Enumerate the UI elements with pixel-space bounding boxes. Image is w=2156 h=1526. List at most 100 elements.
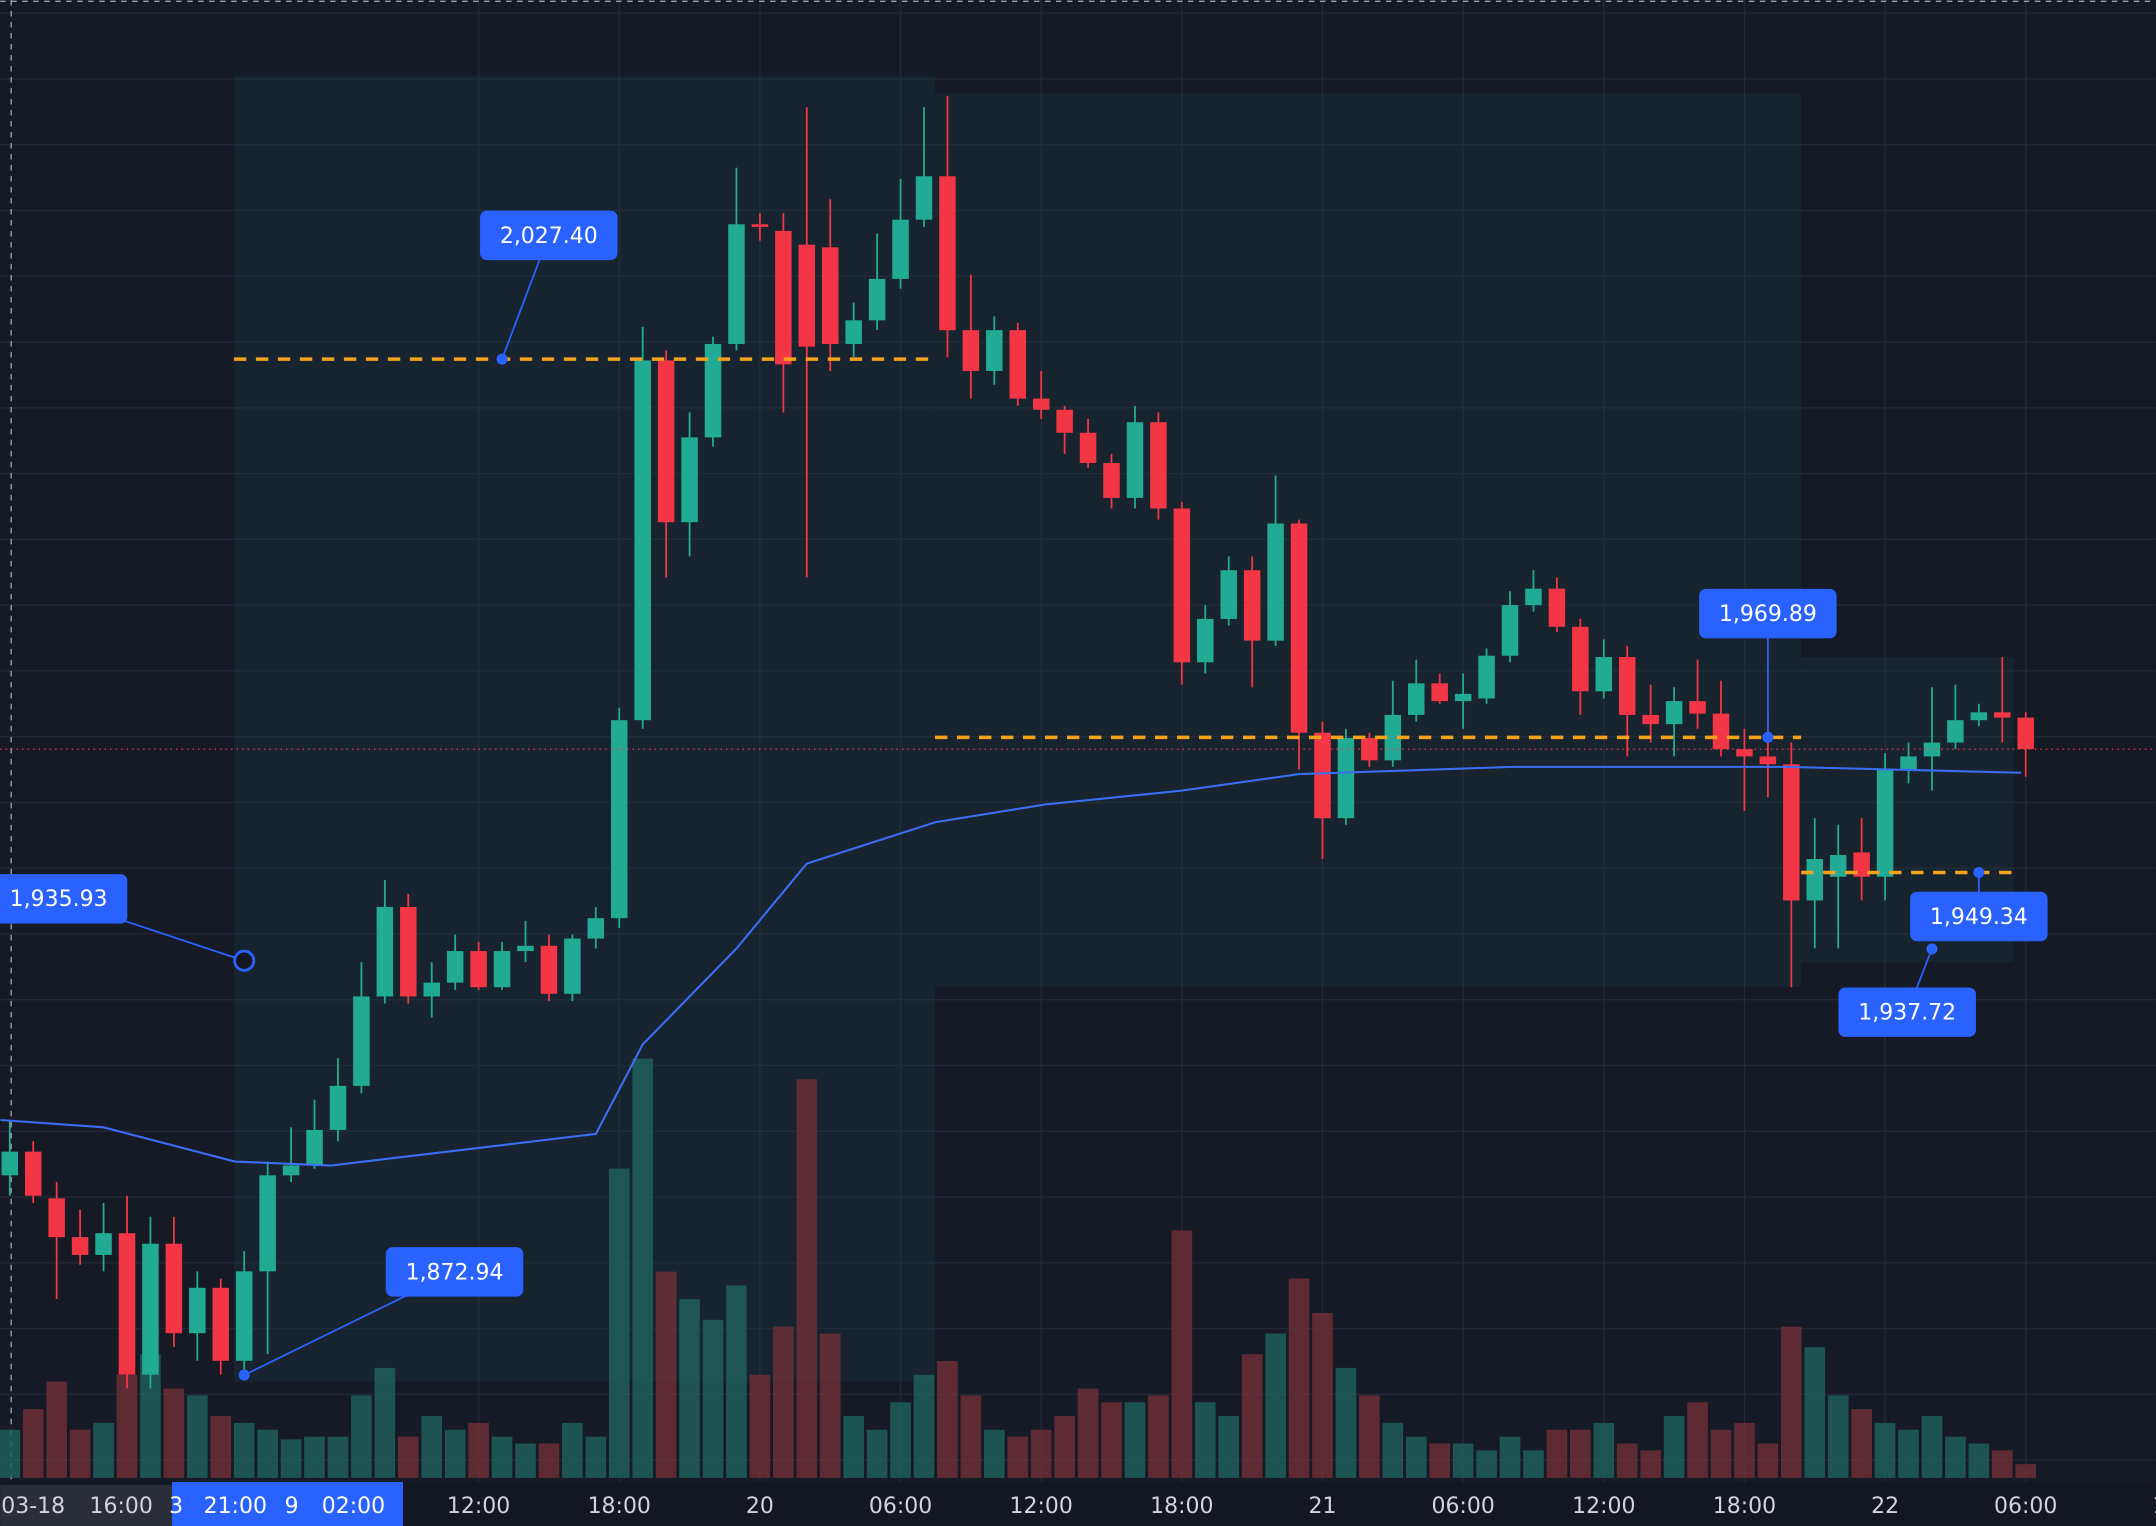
x-tick-label: 12:00 [447,1494,510,1519]
annotation-label: 1,872.94 [406,1260,504,1285]
volume-bar [1288,1278,1310,1478]
volume-bar [1570,1429,1591,1478]
annotation-box [1910,891,2048,942]
volume-bar [46,1381,67,1478]
candle-body [657,360,675,523]
volume-bar [1101,1402,1122,1478]
volume-bar [1804,1347,1826,1478]
candle-body [587,918,605,939]
volume-bar [726,1285,747,1478]
candle-body [1197,618,1214,663]
candle-body [1173,508,1191,663]
volume-bar [1429,1443,1451,1478]
candle-body [1853,852,1870,877]
annotation-label: 1,969.89 [1719,602,1817,627]
annotation-box [0,874,128,924]
volume-bar [1382,1422,1404,1478]
x-tick-label: 12:00 [1572,1494,1635,1519]
volume-bar [1945,1436,1966,1478]
range-start-box [0,1484,173,1526]
candle-body [24,1151,42,1196]
volume-bar [1335,1367,1357,1478]
candle-body [470,951,487,988]
candle-body [517,945,534,952]
volume-bar [819,1333,841,1478]
candle-body [1384,714,1402,761]
volume-bar [491,1436,513,1478]
range-label: 02:00 [322,1494,385,1519]
candle-body [165,1243,183,1334]
volume-bar [397,1436,419,1478]
x-tick-label: 18:00 [588,1494,651,1519]
candle-body [1314,732,1331,819]
x-tick-label: 18:00 [1150,1494,1213,1519]
candle-body [1501,605,1519,656]
volume-bar [1616,1443,1638,1478]
volume-bar [22,1409,44,1478]
volume-bar [679,1299,700,1478]
volume-bar [1710,1429,1732,1478]
annotation-box [1838,987,1976,1037]
volume-bar [1523,1450,1544,1478]
volume-bar [1359,1395,1380,1478]
time-axis-labels: 12:00 18:00 20 06:00 12:00 18:00 21 06:00 12:00 1… [447,1494,2156,1519]
candle-body [1056,409,1073,433]
volume-bar [960,1395,982,1478]
candle-body [1408,683,1425,715]
volume-bar [1827,1395,1849,1478]
volume-bar [585,1436,607,1478]
range-box [172,1482,403,1526]
candle-body [962,330,980,371]
candle-body [611,720,628,919]
candle-body [282,1165,300,1176]
volume-bar [1148,1395,1169,1478]
volume-bar [93,1422,114,1478]
annotation-box [480,210,618,261]
volume-bar [280,1439,302,1478]
candle-body [1618,657,1636,715]
candle-body [704,343,722,438]
candle-body [681,437,698,523]
candle-body [634,360,651,721]
candle-body [751,224,769,227]
volume-bar [327,1436,349,1478]
volume-bar [1124,1402,1146,1478]
annotation-point [1926,943,1938,955]
candle-body [423,982,440,997]
volume-bar [1218,1416,1240,1478]
candle-body [1290,523,1308,733]
volume-bar [1476,1450,1497,1478]
candle-body [1009,330,1027,399]
volume-bar [468,1422,489,1478]
annotation-point [238,1369,250,1381]
candle-body [728,224,745,344]
annotation-label: 1,935.93 [10,887,108,912]
candle-body [1759,756,1777,765]
candle-body [1806,858,1824,901]
candle-body [1900,756,1917,770]
x-tick-label: 06:00 [869,1494,932,1519]
x-tick-label: 12 [2152,1494,2156,1519]
volume-bar [702,1319,724,1478]
vwap-line [0,765,2022,1167]
volume-bar [773,1326,794,1478]
candle-body [798,244,816,347]
candle-body [212,1287,230,1361]
annotation-label: 1,949.34 [1930,905,2028,930]
volume-bar [562,1422,583,1478]
annotation-box [385,1247,524,1297]
volume-bar [1593,1422,1615,1478]
x-tick-label: 06:00 [1994,1494,2057,1519]
range-label: 21:00 [204,1494,267,1519]
annotation-point [1973,867,1985,879]
volume-bar [1546,1429,1568,1478]
volume-bar [374,1367,396,1478]
candle-body [1103,463,1120,498]
candle-body [868,278,886,321]
volume-bar [444,1429,466,1478]
candle-body [1431,683,1448,702]
volume-bar [351,1395,372,1478]
range-label: 03-18 [1,1494,65,1519]
volume-bar [913,1374,935,1478]
